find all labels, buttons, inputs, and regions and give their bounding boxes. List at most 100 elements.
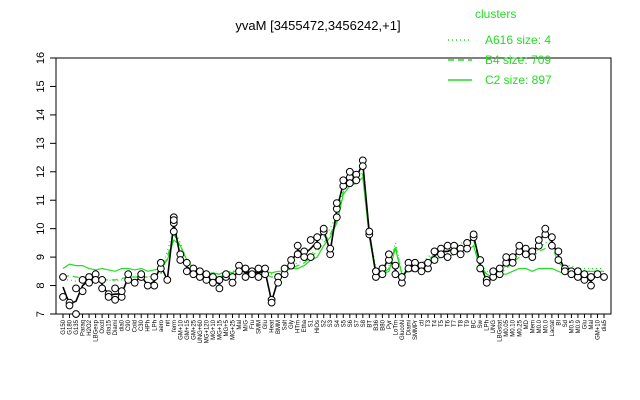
data-point <box>437 250 445 259</box>
x-tick-label: Sd <box>563 320 569 327</box>
x-tick-label: Lactat <box>550 320 556 337</box>
data-point <box>476 256 485 264</box>
data-point <box>372 267 380 276</box>
legend-label: A616 size: 4 <box>485 33 551 47</box>
x-tick-label: ferm <box>172 320 178 332</box>
data-point <box>463 244 472 253</box>
data-point <box>287 256 296 264</box>
x-tick-label: Oxctl <box>100 320 106 334</box>
x-tick-label: aero <box>159 319 165 332</box>
x-tick-label: HiOs <box>315 320 321 333</box>
x-tick-label: ctl <box>419 320 425 326</box>
x-tick-label: UNG+60 <box>198 319 204 343</box>
data-point <box>143 281 152 290</box>
y-tick-label: 12 <box>35 166 47 178</box>
y-tick-label: 15 <box>35 80 47 92</box>
data-point <box>189 270 198 279</box>
data-point <box>378 270 387 279</box>
y-tick-label: 16 <box>35 52 47 64</box>
data-point <box>169 216 178 225</box>
data-point <box>443 253 452 262</box>
data-point <box>137 270 146 279</box>
data-point <box>345 179 354 188</box>
data-point <box>235 267 243 276</box>
x-tick-label: C90 <box>126 319 132 331</box>
data-point <box>352 176 361 185</box>
data-point <box>587 273 595 281</box>
y-tick-label: 13 <box>35 137 47 149</box>
data-point <box>424 258 432 267</box>
x-tick-label: G180 <box>68 319 74 334</box>
data-point <box>502 253 511 262</box>
y-tick-label: 9 <box>35 254 47 260</box>
data-point <box>111 284 119 293</box>
y-tick-label: 14 <box>35 109 47 121</box>
y-tick-label: 8 <box>35 282 47 288</box>
x-tick-label: S5 <box>341 319 347 327</box>
data-point <box>521 250 530 259</box>
x-tick-label: Etha <box>302 319 308 332</box>
x-tick-label: GM+10 <box>595 319 601 340</box>
data-point <box>528 253 537 262</box>
x-tick-label: BMM <box>276 320 282 334</box>
data-point <box>85 278 93 287</box>
data-point <box>541 224 550 233</box>
data-point <box>182 267 191 276</box>
x-tick-label: MD <box>524 319 530 329</box>
data-point <box>241 264 250 273</box>
x-tick-label: LPh <box>152 320 158 331</box>
data-point <box>332 199 341 208</box>
data-point <box>495 264 504 273</box>
data-point <box>150 273 159 281</box>
profile-line <box>62 160 605 306</box>
x-tick-label: Mal <box>237 320 243 330</box>
y-tick-label: 11 <box>35 195 47 206</box>
x-tick-label: Mal <box>589 320 595 330</box>
data-point <box>111 295 119 304</box>
x-tick-label: LoTm <box>393 320 399 335</box>
data-point <box>98 284 106 293</box>
data-point <box>280 264 289 273</box>
data-point <box>476 264 485 273</box>
x-tick-label: SMMPr <box>413 320 419 340</box>
data-point <box>567 270 576 279</box>
data-point <box>398 273 406 281</box>
y-tick-label: 7 <box>35 311 47 317</box>
x-tick-label: Heat <box>270 320 276 333</box>
x-tick-label: MG+25 <box>230 319 236 340</box>
x-tick-label: T4 <box>433 319 439 327</box>
data-point <box>196 267 204 276</box>
data-point <box>215 276 224 284</box>
data-point <box>130 278 139 287</box>
x-tick-label: LBGstat <box>498 320 504 342</box>
data-point <box>156 258 165 267</box>
x-tick-label: Sw <box>478 319 484 328</box>
data-point <box>124 270 133 279</box>
x-tick-label: GM+15 <box>185 319 191 340</box>
y-axis: 7 8 9 10 11 12 13 14 15 16 <box>35 52 57 317</box>
x-tick-label: T7 <box>452 319 458 327</box>
legend-label: C2 size: 897 <box>485 73 552 87</box>
data-point <box>345 167 354 176</box>
data-point <box>117 287 126 296</box>
x-tick-label: S6 <box>348 319 354 327</box>
x-tick-label: S2 <box>322 319 328 327</box>
data-point <box>469 230 478 239</box>
data-point <box>300 253 309 262</box>
x-tick-label: dia5 <box>602 319 608 331</box>
data-point <box>319 224 328 233</box>
x-tick-label: M0.25 <box>517 319 523 336</box>
x-tick-label: H2O2 <box>87 319 93 335</box>
data-point <box>78 276 87 284</box>
points-layer <box>59 156 608 318</box>
data-point <box>202 270 211 279</box>
x-tick-label: T8 <box>459 319 465 327</box>
data-point <box>65 301 74 310</box>
data-point <box>72 284 80 293</box>
data-point <box>443 241 452 250</box>
x-tick-label: GlucoN <box>400 320 406 340</box>
x-tick-label: M/G <box>244 320 250 332</box>
x-tick-label: MG+120 <box>204 319 210 343</box>
data-point <box>306 253 315 262</box>
